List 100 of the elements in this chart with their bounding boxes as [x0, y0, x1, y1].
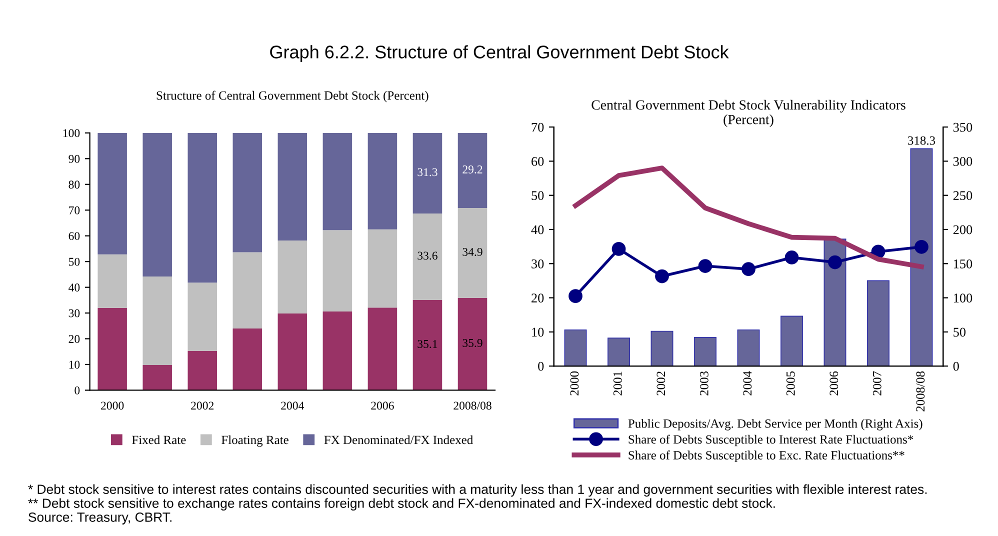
y2-tick-label: 350 [953, 122, 972, 132]
bar [188, 350, 218, 390]
bar [322, 230, 352, 312]
bar [142, 364, 172, 390]
y-tick-label: 30 [532, 259, 544, 268]
x-tick-label: 2008/08 [454, 402, 492, 410]
bar [368, 132, 398, 230]
y-tick-label: 50 [68, 258, 80, 266]
legend-label: Share of Debts Susceptible to Exc. Rate Fluctuations** [628, 450, 904, 462]
legend-label: Share of Debts Susceptible to Interest Rate Fluctuations* [628, 434, 914, 446]
bar [98, 254, 127, 308]
y-tick-label: 80 [68, 180, 80, 189]
y-tick-label: 100 [63, 129, 80, 138]
bar [780, 316, 803, 366]
y-tick-label: 50 [532, 191, 544, 200]
y-tick-label: 70 [532, 122, 544, 132]
bar [608, 338, 630, 366]
bar [910, 148, 933, 366]
y2-tick-label: 200 [953, 225, 972, 234]
bar [368, 308, 398, 390]
data-label: 29.2 [462, 166, 482, 174]
bar [232, 132, 262, 252]
data-label: 318.3 [908, 136, 936, 145]
legend-label: Fixed Rate [132, 435, 186, 444]
legend-label: Public Deposits/Avg. Debt Service per Month (Right Axis) [628, 418, 922, 430]
x-tick-label: 2002 [191, 402, 214, 410]
y-tick-label: 0 [538, 362, 544, 371]
y-tick-label: 30 [68, 309, 80, 318]
data-label: 34.9 [462, 248, 482, 256]
chart-title: Central Government Debt Stock Vulnerability Indicators (Percent) [592, 100, 906, 128]
data-label: 33.6 [418, 252, 438, 260]
x-tick-label: 2001 [613, 372, 622, 396]
legend-label: Floating Rate [222, 435, 288, 447]
bar [188, 132, 218, 283]
bar [458, 298, 488, 390]
x-tick-label: 2008/08 [916, 371, 925, 412]
bar [278, 314, 308, 390]
point [612, 242, 626, 256]
bar [694, 336, 716, 366]
bar [98, 132, 127, 254]
bar [322, 132, 352, 230]
legend-label: FX Denominated/FX Indexed [324, 435, 474, 444]
bar [458, 132, 488, 208]
x-tick-label: 2000 [570, 371, 579, 396]
x-tick-label: 2006 [371, 402, 394, 410]
y-tick-label: 10 [532, 328, 544, 337]
line-series [573, 166, 924, 270]
point [655, 269, 669, 284]
y2-tick-label: 50 [954, 328, 966, 337]
y-tick-label: 90 [68, 154, 80, 163]
x-tick-label: 2003 [700, 371, 708, 396]
point [828, 255, 842, 270]
y-tick-label: 40 [531, 225, 544, 234]
x-tick-label: 2005 [786, 371, 795, 396]
bar [867, 280, 890, 366]
x-tick-label: 2007 [872, 371, 882, 396]
source-note: Source: Treasury, CBRT. [28, 512, 172, 524]
chart-title: Graph 6.2.2. Structure of Central Government Debt Stock [270, 45, 729, 62]
point [784, 250, 799, 264]
data-label: 35.9 [462, 339, 482, 348]
bar [650, 330, 674, 366]
data-label: 35.1 [418, 340, 438, 348]
y-tick-label: 70 [69, 206, 80, 214]
data-label: 31.3 [418, 168, 438, 176]
y2-tick-label: 100 [954, 294, 972, 302]
point [568, 289, 582, 304]
bar [458, 208, 488, 298]
bar [322, 311, 352, 390]
y-tick-label: 0 [74, 386, 80, 394]
bar [142, 276, 172, 365]
bar [412, 300, 442, 390]
text: ** Debt stock sensitive to exchange rates contains foreign debt stock and FX-denominated and FX-indexed domestic debt stock. [28, 498, 775, 511]
x-tick-label: 2004 [281, 402, 304, 410]
point [698, 259, 712, 273]
text: * Debt stock sensitive to interest rates contains discounted securities with a maturity less than 1 year and government securities with flexible interest rates. [28, 484, 927, 497]
y-tick-label: 40 [68, 284, 80, 292]
bar [232, 328, 262, 390]
point [914, 240, 928, 254]
x-tick-label: 2002 [656, 372, 666, 396]
x-tick-label: 2004 [743, 371, 752, 396]
y2-tick-label: 150 [954, 259, 972, 268]
y-tick-label: 20 [68, 334, 80, 343]
y2-tick-label: 250 [953, 191, 972, 200]
bar [278, 132, 308, 240]
x-tick-label: 2000 [101, 402, 124, 410]
bar [188, 282, 218, 351]
bar [564, 329, 587, 366]
y2-tick-label: 0 [953, 362, 959, 371]
chart-subtitle: Structure of Central Government Debt Stock (Percent) [156, 90, 428, 102]
y-tick-label: 60 [532, 156, 544, 166]
bar [98, 308, 127, 390]
y-tick-label: 60 [68, 232, 80, 240]
bar [232, 252, 262, 328]
y-tick-label: 10 [69, 360, 80, 369]
bar [368, 229, 398, 308]
bar [412, 213, 442, 300]
bar [737, 329, 760, 366]
point [742, 262, 756, 276]
bar [278, 240, 308, 314]
x-tick-label: 2006 [830, 371, 838, 396]
